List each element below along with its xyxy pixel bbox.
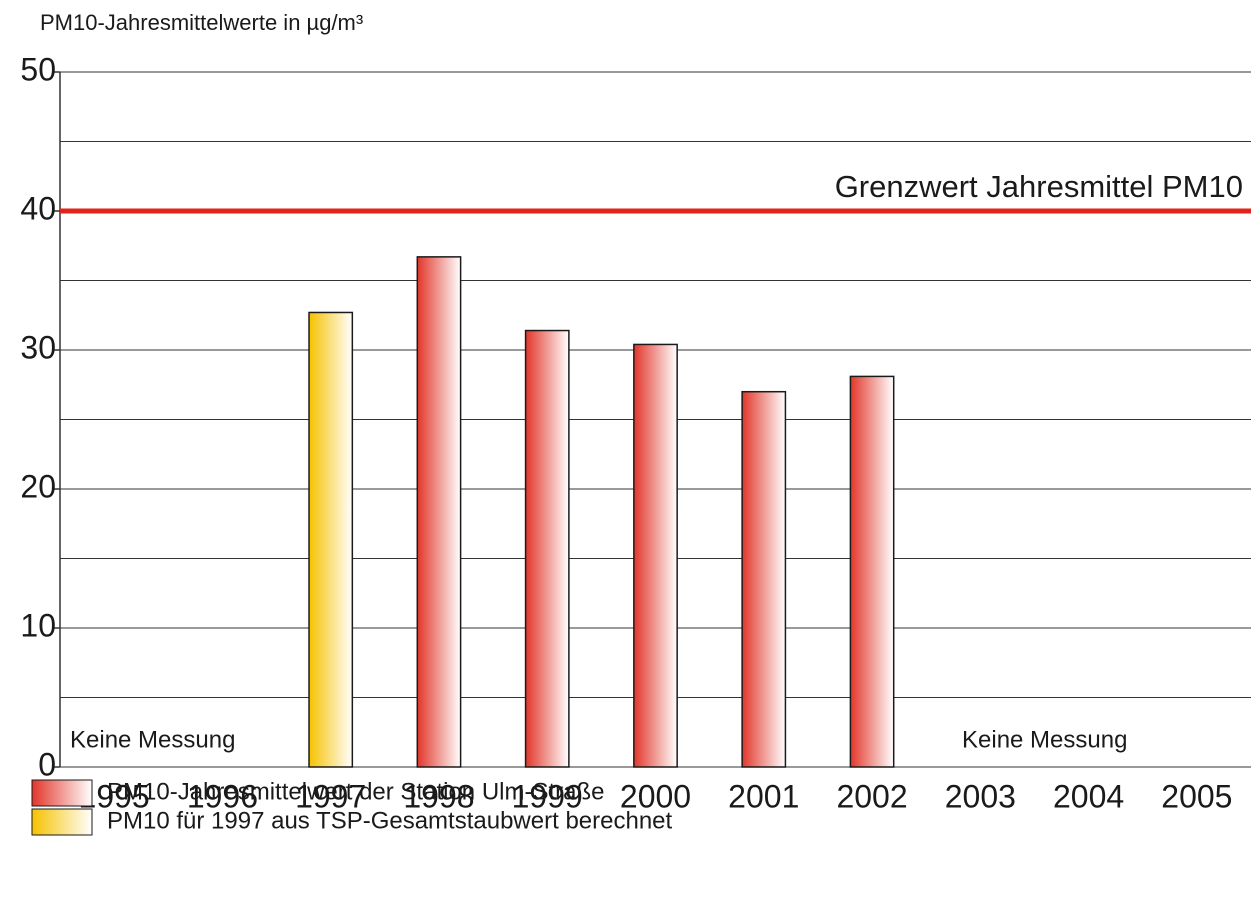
x-tick-label: 2001 bbox=[728, 778, 799, 814]
limit-label: Grenzwert Jahresmittel PM10 bbox=[835, 169, 1243, 204]
x-tick-label: 2005 bbox=[1161, 778, 1232, 814]
y-tick-label: 10 bbox=[20, 607, 56, 643]
x-tick-label: 1996 bbox=[187, 778, 258, 814]
x-tick-label: 2000 bbox=[620, 778, 691, 814]
legend-label: PM10-Jahresmittelwert der Station Ulm-St… bbox=[107, 778, 604, 805]
x-tick-label: 2002 bbox=[836, 778, 907, 814]
bar bbox=[416, 256, 462, 768]
x-tick-label: 2004 bbox=[1053, 778, 1124, 814]
bar bbox=[633, 343, 678, 768]
x-tick-label: 1999 bbox=[512, 778, 583, 814]
y-tick-label: 0 bbox=[38, 746, 56, 782]
legend-swatch bbox=[31, 779, 93, 807]
bar bbox=[849, 375, 895, 768]
y-axis-label: PM10-Jahresmittelwerte in µg/m³ bbox=[40, 10, 363, 35]
legend-swatch bbox=[31, 808, 93, 836]
annotation: Keine Messung bbox=[70, 726, 235, 753]
y-tick-label: 20 bbox=[20, 468, 56, 504]
x-tick-label: 1997 bbox=[295, 778, 366, 814]
y-tick-label: 50 bbox=[20, 51, 56, 87]
y-tick-label: 40 bbox=[20, 190, 56, 226]
x-tick-label: 1998 bbox=[403, 778, 474, 814]
annotation: Keine Messung bbox=[962, 726, 1127, 753]
x-tick-label: 2003 bbox=[945, 778, 1016, 814]
bar bbox=[524, 329, 570, 768]
y-tick-label: 30 bbox=[20, 329, 56, 365]
bar bbox=[741, 390, 787, 768]
legend-label: PM10 für 1997 aus TSP-Gesamtstaubwert be… bbox=[107, 807, 673, 834]
bar bbox=[308, 311, 354, 768]
